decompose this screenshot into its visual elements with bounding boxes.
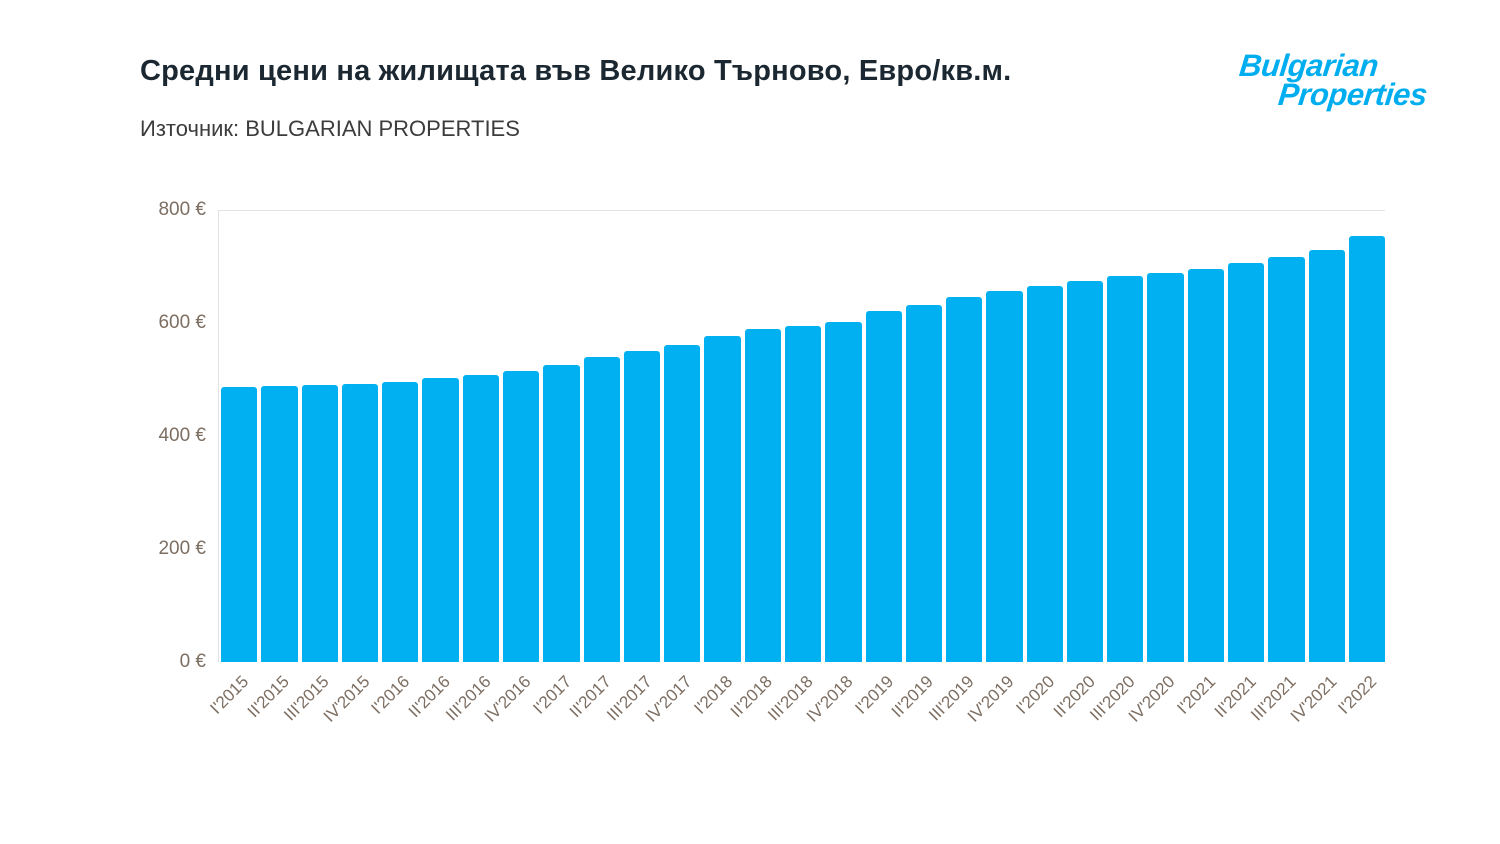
bar-column: IV'2021 — [1286, 211, 1345, 726]
bar-chart: 0 €200 €400 €600 €800 € I'2015 II'2015 III… — [140, 199, 1386, 765]
bar-column: I'2016 — [368, 211, 419, 718]
bar-IV'2021 — [1308, 250, 1345, 662]
y-tick-label: 600 € — [158, 312, 206, 333]
bar-column: III'2019 — [925, 211, 983, 724]
bar-column: I'2015 — [207, 211, 258, 718]
bar-column: IV'2020 — [1125, 211, 1184, 726]
bar-column: I'2017 — [529, 211, 580, 718]
bar-II'2020 — [1066, 280, 1104, 662]
bar-I'2017 — [543, 364, 580, 662]
x-tick-label: I'2021 — [1173, 672, 1220, 718]
bar-IV'2020 — [1147, 273, 1184, 662]
bar-I'2015 — [221, 386, 258, 662]
y-tick-label: 800 € — [158, 199, 206, 220]
bar-III'2019 — [946, 296, 983, 662]
x-tick-label: I'2017 — [529, 672, 575, 718]
bar-column: IV'2018 — [803, 211, 862, 726]
bar-column: III'2016 — [442, 211, 499, 724]
bar-column: II'2015 — [244, 211, 298, 721]
y-tick-label: 0 € — [179, 651, 206, 672]
bar-column: II'2018 — [727, 211, 781, 721]
bar-I'2018 — [704, 336, 741, 662]
bar-column: I'2018 — [690, 211, 741, 718]
bar-column: IV'2015 — [320, 211, 379, 726]
bar-column: II'2020 — [1049, 211, 1104, 721]
bar-column: I'2020 — [1012, 211, 1063, 718]
bar-II'2021 — [1228, 262, 1265, 662]
bar-column: III'2017 — [603, 211, 661, 724]
y-axis: 0 € 200 € 400 € 600 € 800 € — [140, 199, 218, 672]
bar-IV'2015 — [341, 384, 379, 662]
bar-column: IV'2019 — [964, 211, 1023, 726]
bar-I'2022 — [1348, 236, 1386, 662]
bar-column: III'2021 — [1247, 211, 1305, 724]
bar-IV'2019 — [986, 291, 1023, 662]
bar-II'2016 — [422, 378, 459, 662]
bar-I'2020 — [1026, 285, 1063, 662]
bar-column: III'2020 — [1086, 211, 1144, 724]
x-tick-label: I'2015 — [206, 672, 253, 718]
bar-column: I'2021 — [1174, 211, 1225, 718]
bar-II'2019 — [905, 304, 943, 662]
bar-column: III'2018 — [764, 211, 822, 724]
bar-III'2018 — [784, 326, 822, 662]
bar-III'2020 — [1107, 276, 1144, 662]
bar-IV'2018 — [825, 322, 862, 662]
bar-II'2018 — [744, 329, 781, 662]
bar-II'2017 — [583, 357, 620, 662]
bar-III'2016 — [462, 375, 499, 662]
bar-III'2017 — [623, 351, 661, 662]
x-tick-label: I'2016 — [367, 672, 414, 718]
bar-IV'2017 — [664, 344, 701, 662]
bar-column: II'2017 — [566, 211, 620, 721]
x-tick-label: I'2020 — [1012, 672, 1059, 718]
x-tick-label: I'2022 — [1334, 672, 1381, 718]
bar-column: II'2021 — [1210, 211, 1265, 721]
bar-column: I'2022 — [1335, 211, 1386, 718]
bar-I'2019 — [865, 311, 902, 662]
y-tick-label: 400 € — [158, 425, 206, 446]
bar-column: IV'2017 — [642, 211, 701, 726]
bar-III'2015 — [301, 385, 338, 662]
bar-III'2021 — [1268, 257, 1305, 662]
bar-II'2015 — [261, 385, 298, 662]
bulgarian-properties-logo: Bulgarian Properties — [1235, 48, 1432, 112]
chart-title: Средни цени на жилищата във Велико Търно… — [140, 55, 1012, 87]
bar-column: II'2019 — [888, 211, 943, 721]
bar-column: IV'2016 — [481, 211, 540, 726]
bar-column: III'2015 — [281, 211, 338, 724]
bar-column: I'2019 — [851, 211, 902, 718]
bar-IV'2016 — [502, 371, 540, 662]
chart-source: Източник: BULGARIAN PROPERTIES — [140, 116, 520, 141]
bar-I'2021 — [1187, 268, 1225, 662]
bar-column: II'2016 — [405, 211, 459, 721]
logo-line2: Properties — [1276, 77, 1429, 112]
y-tick-label: 200 € — [158, 538, 206, 559]
bar-I'2016 — [382, 381, 419, 662]
plot-area: I'2015 II'2015 III'2015 IV'2015 I'2016 II'201… — [207, 210, 1386, 726]
